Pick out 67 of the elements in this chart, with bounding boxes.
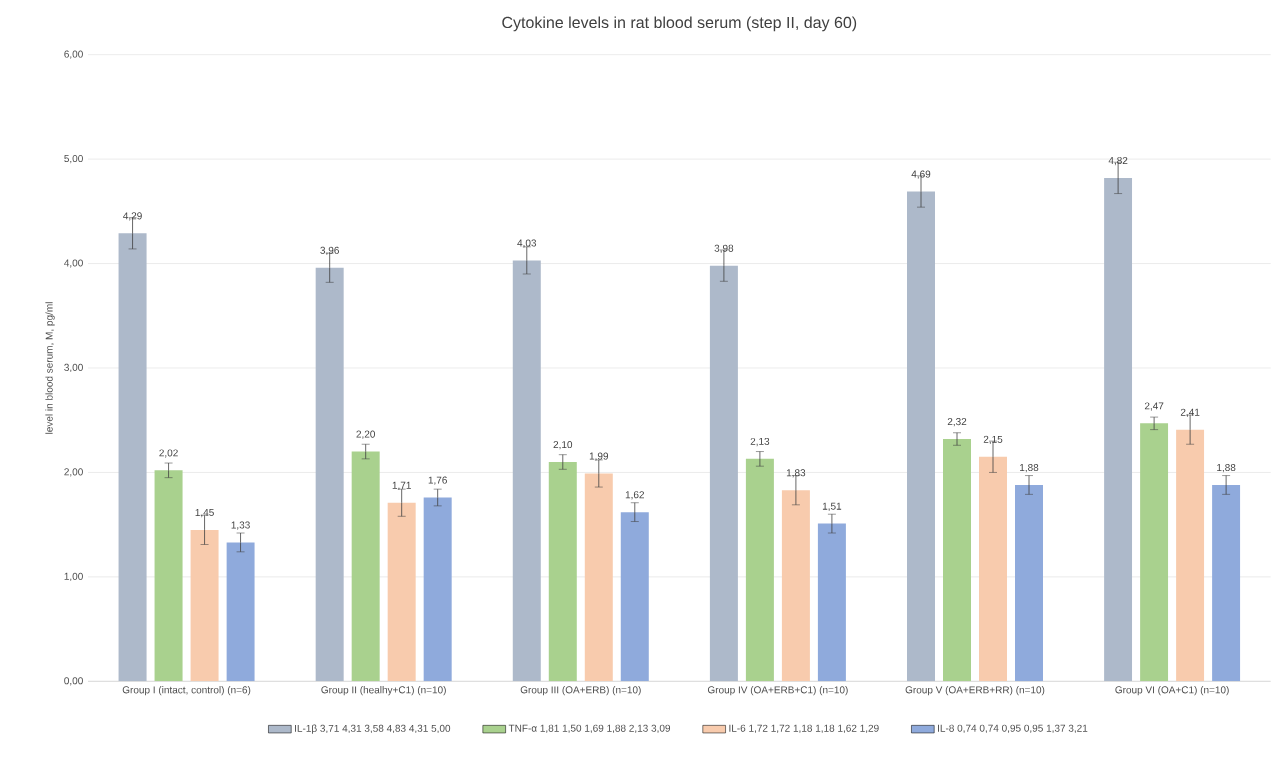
y-tick-label: 3,00 [64, 364, 83, 373]
legend-label: IL-6 1,72 1,72 1,18 1,18 1,62 1,29 [729, 724, 879, 734]
bar [154, 470, 183, 682]
bar [745, 459, 774, 682]
data-label: 2,47 [1144, 402, 1164, 411]
x-tick-label: Group III (OA+ERB) (n=10) [520, 686, 641, 696]
bar [709, 265, 738, 682]
y-tick-label: 1,00 [64, 572, 83, 582]
data-label: 1,99 [589, 452, 609, 461]
bar [1140, 423, 1169, 682]
data-label: 4,69 [911, 170, 931, 179]
bar [423, 497, 452, 682]
bar [512, 260, 541, 682]
data-label: 2,10 [553, 441, 573, 450]
bar [351, 451, 380, 682]
bar [584, 473, 613, 682]
bar [620, 512, 649, 682]
legend-label: IL-8 0,74 0,74 0,95 0,95 1,37 3,21 [938, 724, 1088, 734]
data-label: 2,15 [983, 435, 1003, 445]
data-label: 1,76 [428, 476, 447, 485]
data-label: 2,32 [947, 418, 967, 427]
x-tick-label: Group IV (OA+ERB+C1) (n=10) [707, 686, 848, 696]
bar [817, 523, 846, 682]
y-tick-label: 0,00 [64, 677, 83, 686]
data-label: 2,02 [159, 449, 178, 458]
data-label: 1,71 [392, 482, 411, 491]
x-tick-label: Group I (intact, control) (n=6) [122, 686, 251, 696]
data-label: 4,29 [123, 212, 142, 221]
data-label: 1,45 [195, 509, 214, 518]
y-tick-label: 5,00 [64, 155, 83, 164]
bar [1212, 485, 1241, 682]
bar [118, 233, 147, 682]
x-tick-label: Group V (OA+ERB+RR) (n=10) [905, 686, 1045, 696]
bar [943, 439, 971, 682]
bar [387, 502, 416, 682]
data-label: 1,88 [1217, 464, 1236, 473]
bar [190, 530, 219, 682]
bar [1176, 429, 1205, 682]
x-tick-label: Group VI (OA+C1) (n=10) [1115, 686, 1229, 696]
bar [226, 542, 255, 682]
y-tick-label: 2,00 [64, 468, 83, 477]
legend-label: TNF-α 1,81 1,50 1,69 1,88 2,13 3,09 [508, 724, 671, 734]
data-label: 2,20 [356, 430, 376, 440]
bar [548, 462, 577, 682]
data-label: 2,13 [750, 438, 770, 447]
y-axis-title: level in blood serum, M, pg/ml [45, 302, 55, 434]
data-label: 1,51 [822, 502, 842, 512]
data-label: 3,96 [320, 246, 339, 256]
legend-label: IL-1β 3,71 4,31 3,58 4,83 4,31 5,00 [295, 724, 451, 735]
bar [979, 456, 1008, 682]
data-label: 2,41 [1180, 408, 1200, 418]
data-label: 1,62 [625, 491, 645, 500]
data-label: 1,33 [231, 521, 250, 530]
data-label: 4,03 [517, 239, 537, 248]
bar [1015, 485, 1044, 682]
y-tick-label: 6,00 [64, 50, 83, 59]
data-label: 3,98 [714, 244, 734, 254]
y-tick-label: 4,00 [64, 259, 83, 268]
bar [315, 267, 344, 682]
bar [781, 490, 810, 682]
bar [907, 191, 936, 682]
data-label: 1,83 [786, 469, 806, 478]
chart-title: Cytokine levels in rat blood serum (step II, day 60) [502, 16, 857, 32]
bar [1104, 178, 1133, 682]
data-label: 1,88 [1020, 464, 1039, 473]
data-label: 4,82 [1108, 157, 1128, 166]
x-tick-label: Group II (healhy+C1) (n=10) [321, 686, 446, 696]
